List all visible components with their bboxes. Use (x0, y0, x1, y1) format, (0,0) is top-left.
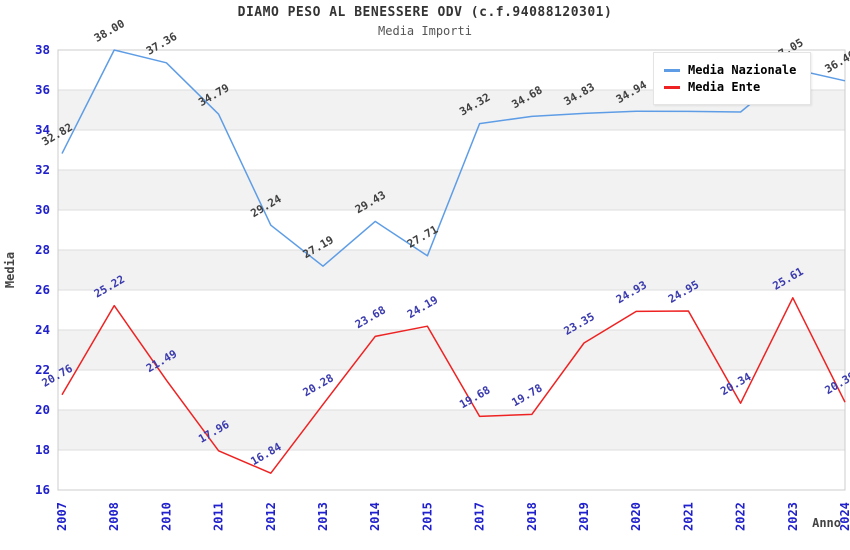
legend-label: Media Ente (688, 80, 761, 94)
x-tick-label: 2014 (368, 502, 382, 531)
x-tick-label: 2008 (107, 502, 121, 531)
plot-border (57, 49, 846, 491)
y-axis-title: Media (3, 252, 17, 288)
x-tick-label: 2010 (159, 502, 173, 531)
legend-label: Media Nazionale (688, 63, 797, 77)
legend-item-media-ente[interactable]: Media Ente (664, 80, 800, 94)
x-tick-label: 2020 (629, 502, 643, 531)
data-label: 27.71 (405, 223, 441, 251)
x-axis-title: Anno (812, 516, 841, 530)
x-tick-label: 2011 (212, 502, 226, 531)
legend-swatch-blue-line-icon (664, 68, 680, 72)
x-tick-label: 2022 (734, 502, 748, 531)
chart-title: DIAMO PESO AL BENESSERE ODV (c.f.9408812… (237, 5, 613, 20)
y-tick-label: 26 (35, 282, 50, 297)
legend: Media Nazionale Media Ente (653, 52, 811, 105)
y-tick-label: 28 (35, 242, 50, 257)
y-tick-label: 34 (35, 122, 50, 137)
grid-band (58, 250, 845, 290)
x-tick-label: 2017 (473, 502, 487, 531)
grid-band (58, 410, 845, 450)
y-tick-label: 36 (35, 82, 50, 97)
series-line-media-ente[interactable] (61, 297, 846, 474)
y-tick-label: 16 (35, 482, 50, 497)
data-label: 36.46 (823, 48, 850, 76)
series-line-media-nazionale[interactable] (61, 49, 846, 267)
data-label: 24.19 (405, 293, 440, 321)
y-tick-label: 30 (35, 202, 50, 217)
data-label: 20.39 (823, 369, 850, 397)
y-tick-label: 24 (35, 322, 50, 337)
y-tick-label: 22 (35, 362, 50, 377)
data-label: 23.68 (353, 303, 388, 331)
y-tick-label: 38 (35, 42, 50, 57)
y-tick-label: 18 (35, 442, 50, 457)
grid-band (58, 330, 845, 370)
x-tick-label: 2013 (316, 502, 330, 531)
y-tick-label: 20 (35, 402, 50, 417)
x-tick-label: 2024 (838, 502, 850, 531)
data-label: 38.00 (92, 17, 127, 45)
x-tick-label: 2018 (525, 502, 539, 531)
x-tick-label: 2019 (577, 502, 591, 531)
x-tick-label: 2012 (264, 502, 278, 531)
data-label: 37.36 (144, 30, 180, 58)
legend-item-media-nazionale[interactable]: Media Nazionale (664, 63, 800, 77)
chart-subtitle: Media Importi (378, 24, 472, 38)
x-tick-label: 2023 (786, 502, 800, 531)
y-tick-label: 32 (35, 162, 50, 177)
x-tick-label: 2021 (681, 502, 695, 531)
x-tick-label: 2007 (55, 502, 69, 531)
legend-swatch-red-line-icon (664, 85, 680, 89)
x-tick-label: 2015 (420, 502, 434, 531)
grid-band (58, 170, 845, 210)
